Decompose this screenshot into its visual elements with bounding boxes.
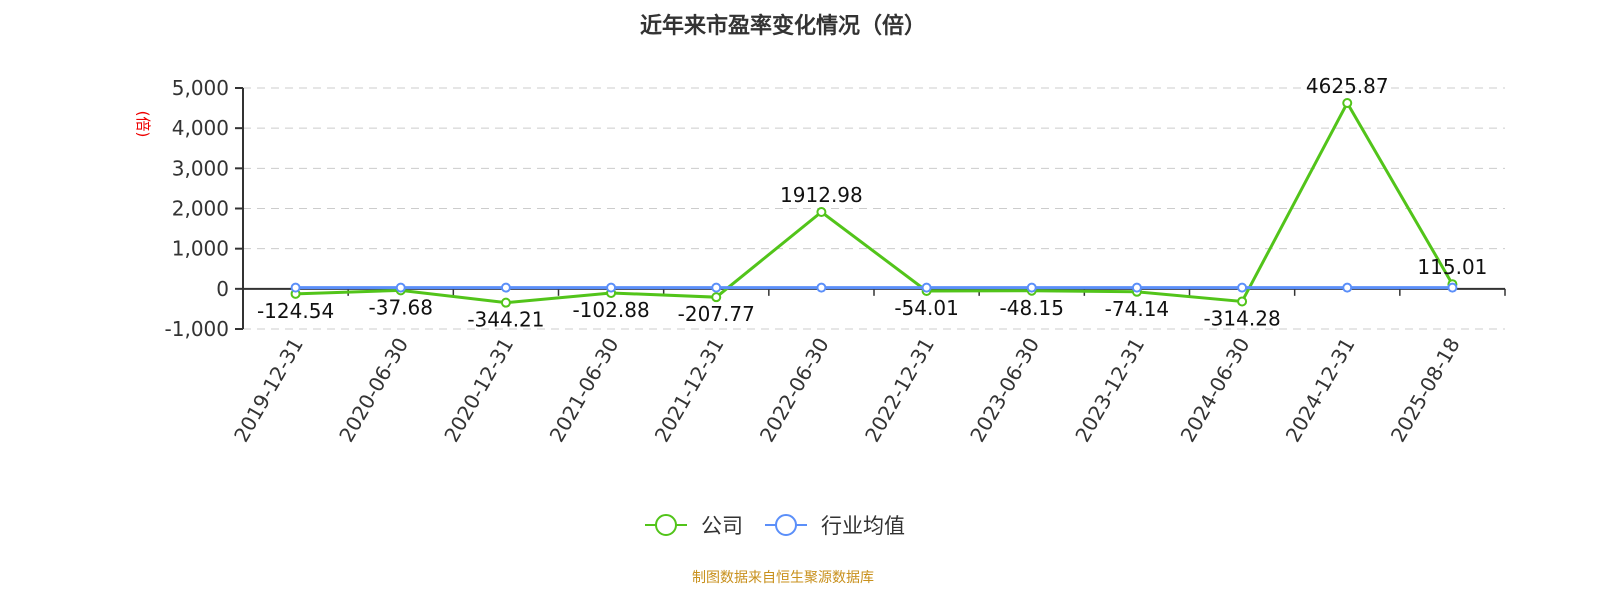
x-tick-label: 2022-06-30	[755, 334, 834, 447]
x-tick-label: 2020-12-31	[439, 334, 518, 447]
x-tick-label: 2023-12-31	[1070, 334, 1149, 447]
x-tick-label: 2020-06-30	[334, 334, 413, 447]
series-line-company	[295, 99, 1454, 305]
x-tick-label: 2025-08-18	[1386, 334, 1465, 447]
data-point	[921, 282, 932, 293]
data-label: -207.77	[678, 302, 755, 326]
data-label: -54.01	[894, 296, 958, 320]
legend-marker	[775, 514, 797, 536]
data-point	[1237, 282, 1248, 293]
x-tick-label: 2019-12-31	[229, 334, 308, 447]
y-tick-label: 4,000	[172, 116, 229, 140]
data-point	[500, 297, 511, 308]
y-tick-label: 1,000	[172, 237, 229, 261]
data-label: 115.01	[1417, 255, 1487, 279]
y-tick-label: 0	[216, 277, 229, 301]
x-tick-label: 2021-06-30	[545, 334, 624, 447]
legend-label[interactable]: 行业均值	[821, 514, 905, 538]
x-tick-label: 2022-12-31	[860, 334, 939, 447]
data-label: -48.15	[1000, 296, 1064, 320]
chart-title: 近年来市盈率变化情况（倍）	[639, 14, 926, 39]
data-point	[1237, 296, 1248, 307]
data-point	[500, 282, 511, 293]
data-point	[1026, 282, 1037, 293]
data-label: -124.54	[257, 299, 334, 323]
x-tick-label: 2024-12-31	[1281, 334, 1360, 447]
data-source: 制图数据来自恒生聚源数据库	[692, 570, 874, 586]
data-label: 1912.98	[780, 183, 863, 207]
x-tick-label: 2024-06-30	[1176, 334, 1255, 447]
data-point	[816, 282, 827, 293]
data-point	[711, 292, 722, 303]
legend-marker	[655, 514, 677, 536]
data-point	[290, 282, 301, 293]
y-tick-label: -1,000	[165, 317, 229, 341]
y-axis-label: (倍)	[134, 111, 152, 138]
data-label: -102.88	[572, 298, 649, 322]
data-point	[1342, 98, 1353, 109]
x-tick-label: 2021-12-31	[650, 334, 729, 447]
data-label: -37.68	[369, 295, 433, 319]
y-tick-label: 3,000	[172, 156, 229, 180]
data-point	[1447, 282, 1458, 293]
data-label: -74.14	[1105, 297, 1169, 321]
x-tick-label: 2023-06-30	[965, 334, 1044, 447]
data-label: 4625.87	[1306, 74, 1389, 98]
data-point	[395, 282, 406, 293]
data-point	[711, 282, 722, 293]
y-tick-label: 5,000	[172, 76, 229, 100]
data-point	[816, 206, 827, 217]
data-label: -314.28	[1203, 306, 1280, 330]
data-point	[1342, 282, 1353, 293]
legend-label[interactable]: 公司	[701, 514, 743, 538]
y-tick-label: 2,000	[172, 197, 229, 221]
data-point	[606, 282, 617, 293]
data-label: -344.21	[467, 308, 544, 332]
data-point	[1131, 282, 1142, 293]
